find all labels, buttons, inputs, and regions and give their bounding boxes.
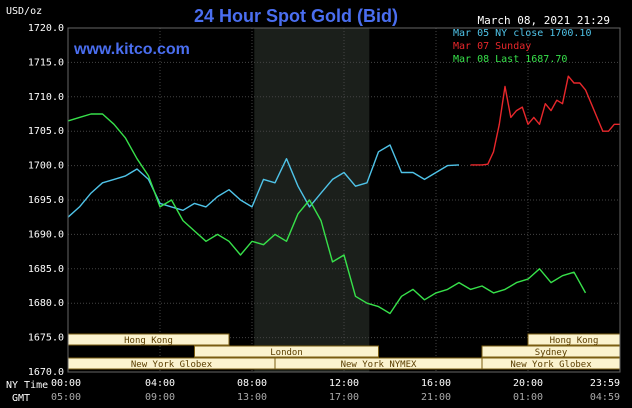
legend-item: Mar 08 Last 1687.70: [453, 54, 567, 65]
legend-item: Mar 05 NY close 1700.10: [453, 28, 591, 39]
y-tick-label: 1695.0: [28, 195, 64, 206]
y-tick-label: 1675.0: [28, 333, 64, 344]
y-tick-label: 1720.0: [28, 23, 64, 34]
chart-timestamp: March 08, 2021 21:29: [478, 14, 610, 27]
x-axis-label-ny: NY Time: [6, 380, 48, 391]
y-axis-label: USD/oz: [6, 6, 42, 17]
x-tick-label-ny: 04:00: [145, 378, 175, 389]
x-tick-label-gmt: 17:00: [329, 392, 359, 403]
series-line: [470, 75, 620, 166]
session-label: New York Globex: [131, 360, 213, 370]
y-tick-label: 1690.0: [28, 229, 64, 240]
y-tick-label: 1700.0: [28, 161, 64, 172]
session-label: New York NYMEX: [341, 360, 417, 370]
session-label: London: [270, 348, 303, 358]
y-tick-label: 1685.0: [28, 264, 64, 275]
series-line: [67, 144, 460, 218]
x-tick-label-gmt: 01:00: [513, 392, 543, 403]
session-label: Sydney: [535, 348, 568, 358]
y-tick-label: 1705.0: [28, 126, 64, 137]
y-tick-label: 1670.0: [28, 367, 64, 378]
legend: Mar 05 NY close 1700.10 Mar 07 Sunday Ma…: [453, 28, 591, 65]
x-tick-label-gmt: 09:00: [145, 392, 175, 403]
y-tick-label: 1715.0: [28, 57, 64, 68]
x-tick-label-ny: 00:00: [51, 378, 81, 389]
x-tick-label-gmt: 21:00: [421, 392, 451, 403]
session-box: [194, 345, 379, 358]
y-tick-label: 1680.0: [28, 298, 64, 309]
legend-item: Mar 07 Sunday: [453, 41, 531, 52]
x-tick-label-ny: 12:00: [329, 378, 359, 389]
plot-frame: [67, 27, 621, 373]
x-tick-label-gmt: 04:59: [590, 392, 620, 403]
x-tick-label-gmt: 13:00: [237, 392, 267, 403]
x-tick-label-ny: 16:00: [421, 378, 451, 389]
session-label: Hong Kong: [550, 336, 599, 346]
session-label: Hong Kong: [124, 336, 173, 346]
y-tick-label: 1710.0: [28, 92, 64, 103]
watermark: www.kitco.com: [73, 41, 190, 58]
x-tick-label-ny: 23:59: [590, 378, 620, 389]
x-axis-label-gmt: GMT: [12, 393, 30, 404]
session-label: New York Globex: [510, 360, 592, 370]
chart-title: 24 Hour Spot Gold (Bid): [194, 6, 398, 26]
x-tick-label-ny: 20:00: [513, 378, 543, 389]
x-tick-label-gmt: 05:00: [51, 392, 81, 403]
series-line: [67, 113, 587, 315]
plot-area: 1670.0 1675.0 1680.0 1685.0 1690.0 1695.0 1700…: [28, 23, 621, 403]
x-tick-label-ny: 08:00: [237, 378, 267, 389]
